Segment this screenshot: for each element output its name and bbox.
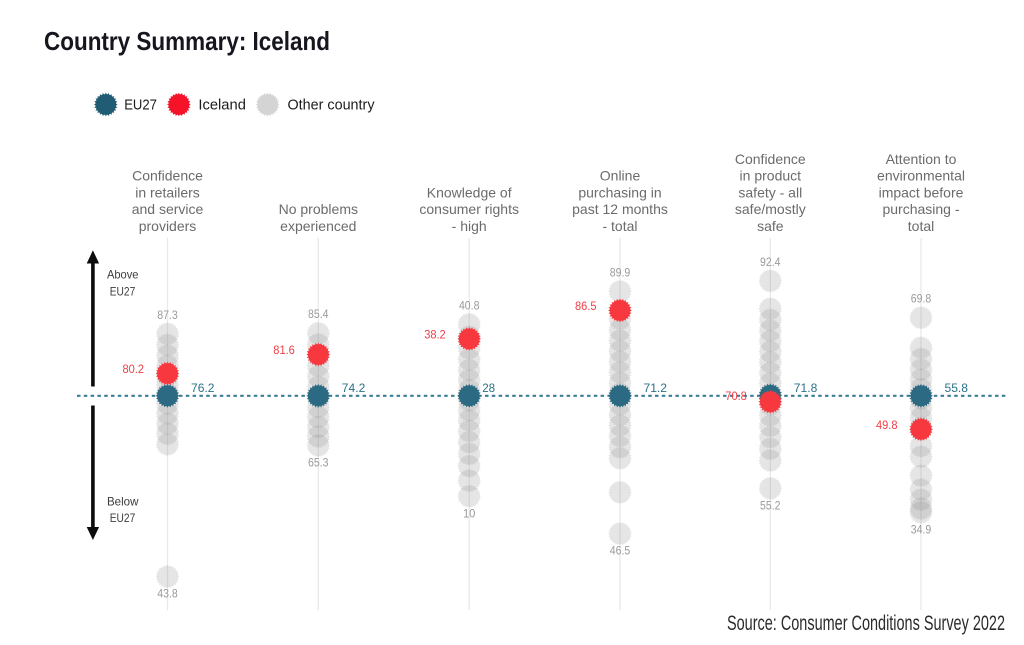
svg-text:89.9: 89.9 [610,265,631,279]
svg-text:purchasing in: purchasing in [578,184,661,200]
svg-text:70.8: 70.8 [725,389,747,403]
svg-text:providers: providers [139,218,197,234]
svg-text:Iceland: Iceland [198,97,246,114]
svg-text:- high: - high [452,218,487,234]
svg-text:81.6: 81.6 [273,343,295,357]
svg-text:No problems: No problems [279,201,358,217]
svg-text:safe: safe [757,218,784,234]
svg-text:38.2: 38.2 [424,327,446,341]
svg-text:past 12 months: past 12 months [572,201,668,217]
svg-text:Above: Above [107,268,139,282]
svg-text:80.2: 80.2 [123,362,145,376]
svg-text:Online: Online [600,168,641,184]
svg-text:43.8: 43.8 [157,587,178,601]
svg-text:86.5: 86.5 [575,299,597,313]
svg-text:55.8: 55.8 [945,381,969,395]
svg-text:EU27: EU27 [110,511,136,525]
svg-text:impact before: impact before [879,184,964,200]
svg-text:EU27: EU27 [110,284,136,298]
svg-text:69.8: 69.8 [911,292,932,306]
svg-text:environmental: environmental [877,168,965,184]
svg-text:46.5: 46.5 [610,544,631,558]
svg-text:EU27: EU27 [124,97,157,114]
svg-text:Below: Below [107,495,139,509]
svg-text:Confidence: Confidence [735,151,806,167]
svg-text:Source: Consumer Conditions Su: Source: Consumer Conditions Survey 2022 [727,612,1005,635]
svg-text:87.3: 87.3 [157,308,178,322]
svg-text:55.2: 55.2 [760,499,781,513]
svg-text:experienced: experienced [280,218,356,234]
svg-text:total: total [908,218,934,234]
svg-text:65.3: 65.3 [308,456,329,470]
svg-text:and service: and service [132,201,204,217]
svg-text:74.2: 74.2 [342,381,366,395]
svg-text:85.4: 85.4 [308,307,329,321]
svg-text:- total: - total [602,218,637,234]
svg-text:in retailers: in retailers [135,184,200,200]
svg-text:consumer rights: consumer rights [419,201,519,217]
svg-text:71.8: 71.8 [794,381,818,395]
svg-text:34.9: 34.9 [911,523,932,537]
svg-text:71.2: 71.2 [644,381,668,395]
svg-text:safety - all: safety - all [738,184,802,200]
svg-text:Confidence: Confidence [132,168,203,184]
svg-text:40.8: 40.8 [459,298,480,312]
svg-text:safe/mostly: safe/mostly [735,201,806,217]
svg-text:76.2: 76.2 [191,381,215,395]
svg-text:10: 10 [463,506,476,520]
svg-text:in product: in product [740,168,802,184]
svg-text:Attention to: Attention to [886,151,957,167]
svg-text:Country Summary: Iceland: Country Summary: Iceland [44,26,330,56]
svg-text:purchasing -: purchasing - [882,201,959,217]
svg-text:Other country: Other country [288,97,375,114]
svg-text:28: 28 [482,381,495,395]
svg-text:92.4: 92.4 [760,255,781,269]
svg-text:49.8: 49.8 [876,418,898,432]
svg-text:Knowledge of: Knowledge of [427,184,512,200]
